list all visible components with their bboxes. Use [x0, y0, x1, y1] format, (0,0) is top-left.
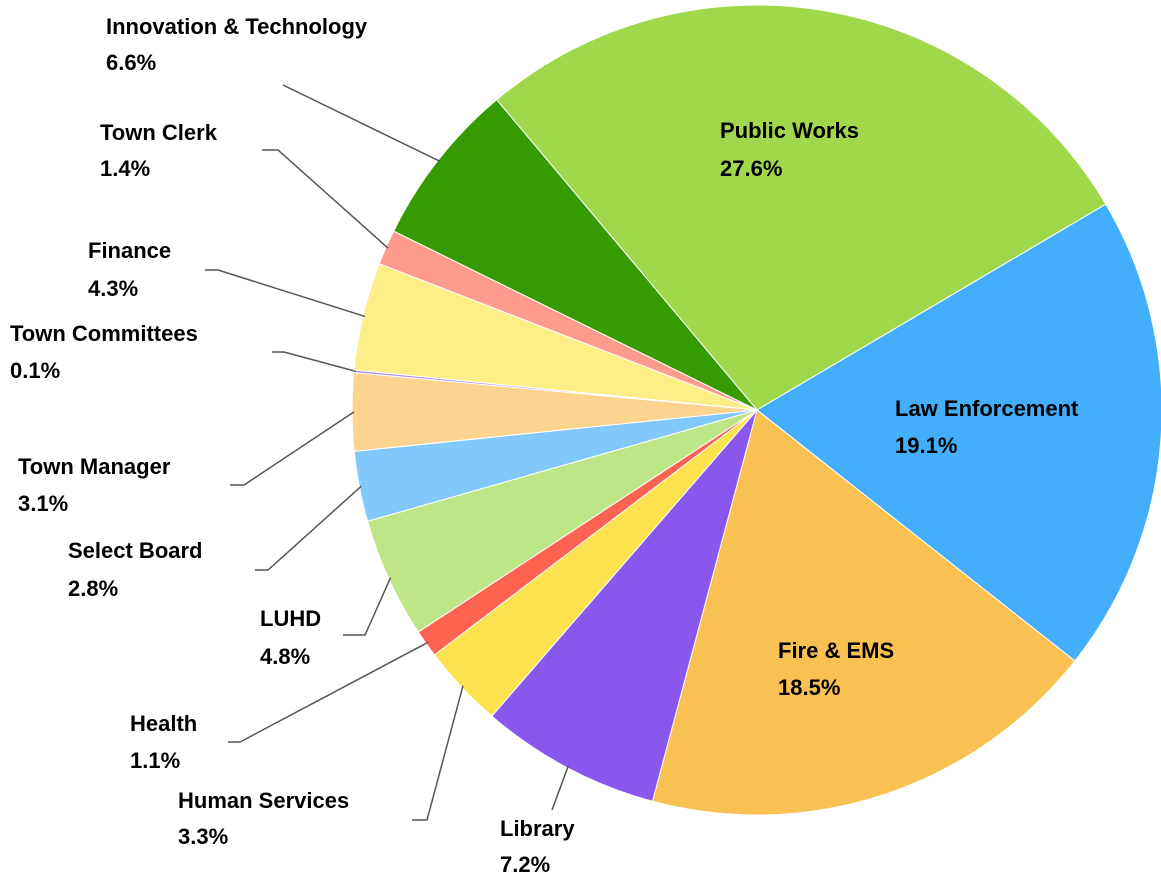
- slice-value-label: 4.8%: [260, 644, 310, 669]
- leader-line: [343, 577, 392, 636]
- slice-value-label: 18.5%: [778, 675, 840, 700]
- slice-label: Town Manager: [18, 454, 171, 479]
- slice-value-label: 1.4%: [100, 156, 150, 181]
- slice-value-label: 19.1%: [895, 433, 957, 458]
- slice-label: Law Enforcement: [895, 396, 1079, 421]
- slice-value-label: 6.6%: [106, 50, 156, 75]
- slice-value-label: 1.1%: [130, 748, 180, 773]
- slice-label: Fire & EMS: [778, 638, 894, 663]
- slice-label: Town Committees: [10, 321, 198, 346]
- leader-line: [412, 685, 464, 821]
- slice-value-label: 7.2%: [500, 852, 550, 877]
- slice-label: Innovation & Technology: [106, 14, 368, 39]
- pie-slice: [651, 409, 1076, 816]
- slice-value-label: 3.1%: [18, 491, 68, 516]
- slice-value-label: 3.3%: [178, 824, 228, 849]
- leader-line: [282, 84, 441, 162]
- slice-label: Select Board: [68, 538, 203, 563]
- pie-slice: [495, 4, 1107, 411]
- leader-line: [228, 641, 429, 743]
- leader-line: [255, 485, 362, 571]
- slice-label: Human Services: [178, 788, 349, 813]
- slice-label: LUHD: [260, 606, 321, 631]
- pie-slice: [756, 203, 1161, 662]
- leader-line: [262, 149, 389, 249]
- slice-label: Public Works: [720, 118, 859, 143]
- slice-label: Town Clerk: [100, 120, 218, 145]
- slice-value-label: 2.8%: [68, 576, 118, 601]
- slice-label: Finance: [88, 238, 171, 263]
- slice-value-label: 4.3%: [88, 276, 138, 301]
- slice-value-label: 27.6%: [720, 156, 782, 181]
- leader-line: [272, 351, 357, 373]
- slice-label: Health: [130, 711, 197, 736]
- slice-label: Library: [500, 816, 575, 841]
- leader-line: [205, 269, 366, 318]
- slice-value-label: 0.1%: [10, 358, 60, 383]
- leader-line: [551, 765, 569, 811]
- leader-line: [230, 411, 355, 486]
